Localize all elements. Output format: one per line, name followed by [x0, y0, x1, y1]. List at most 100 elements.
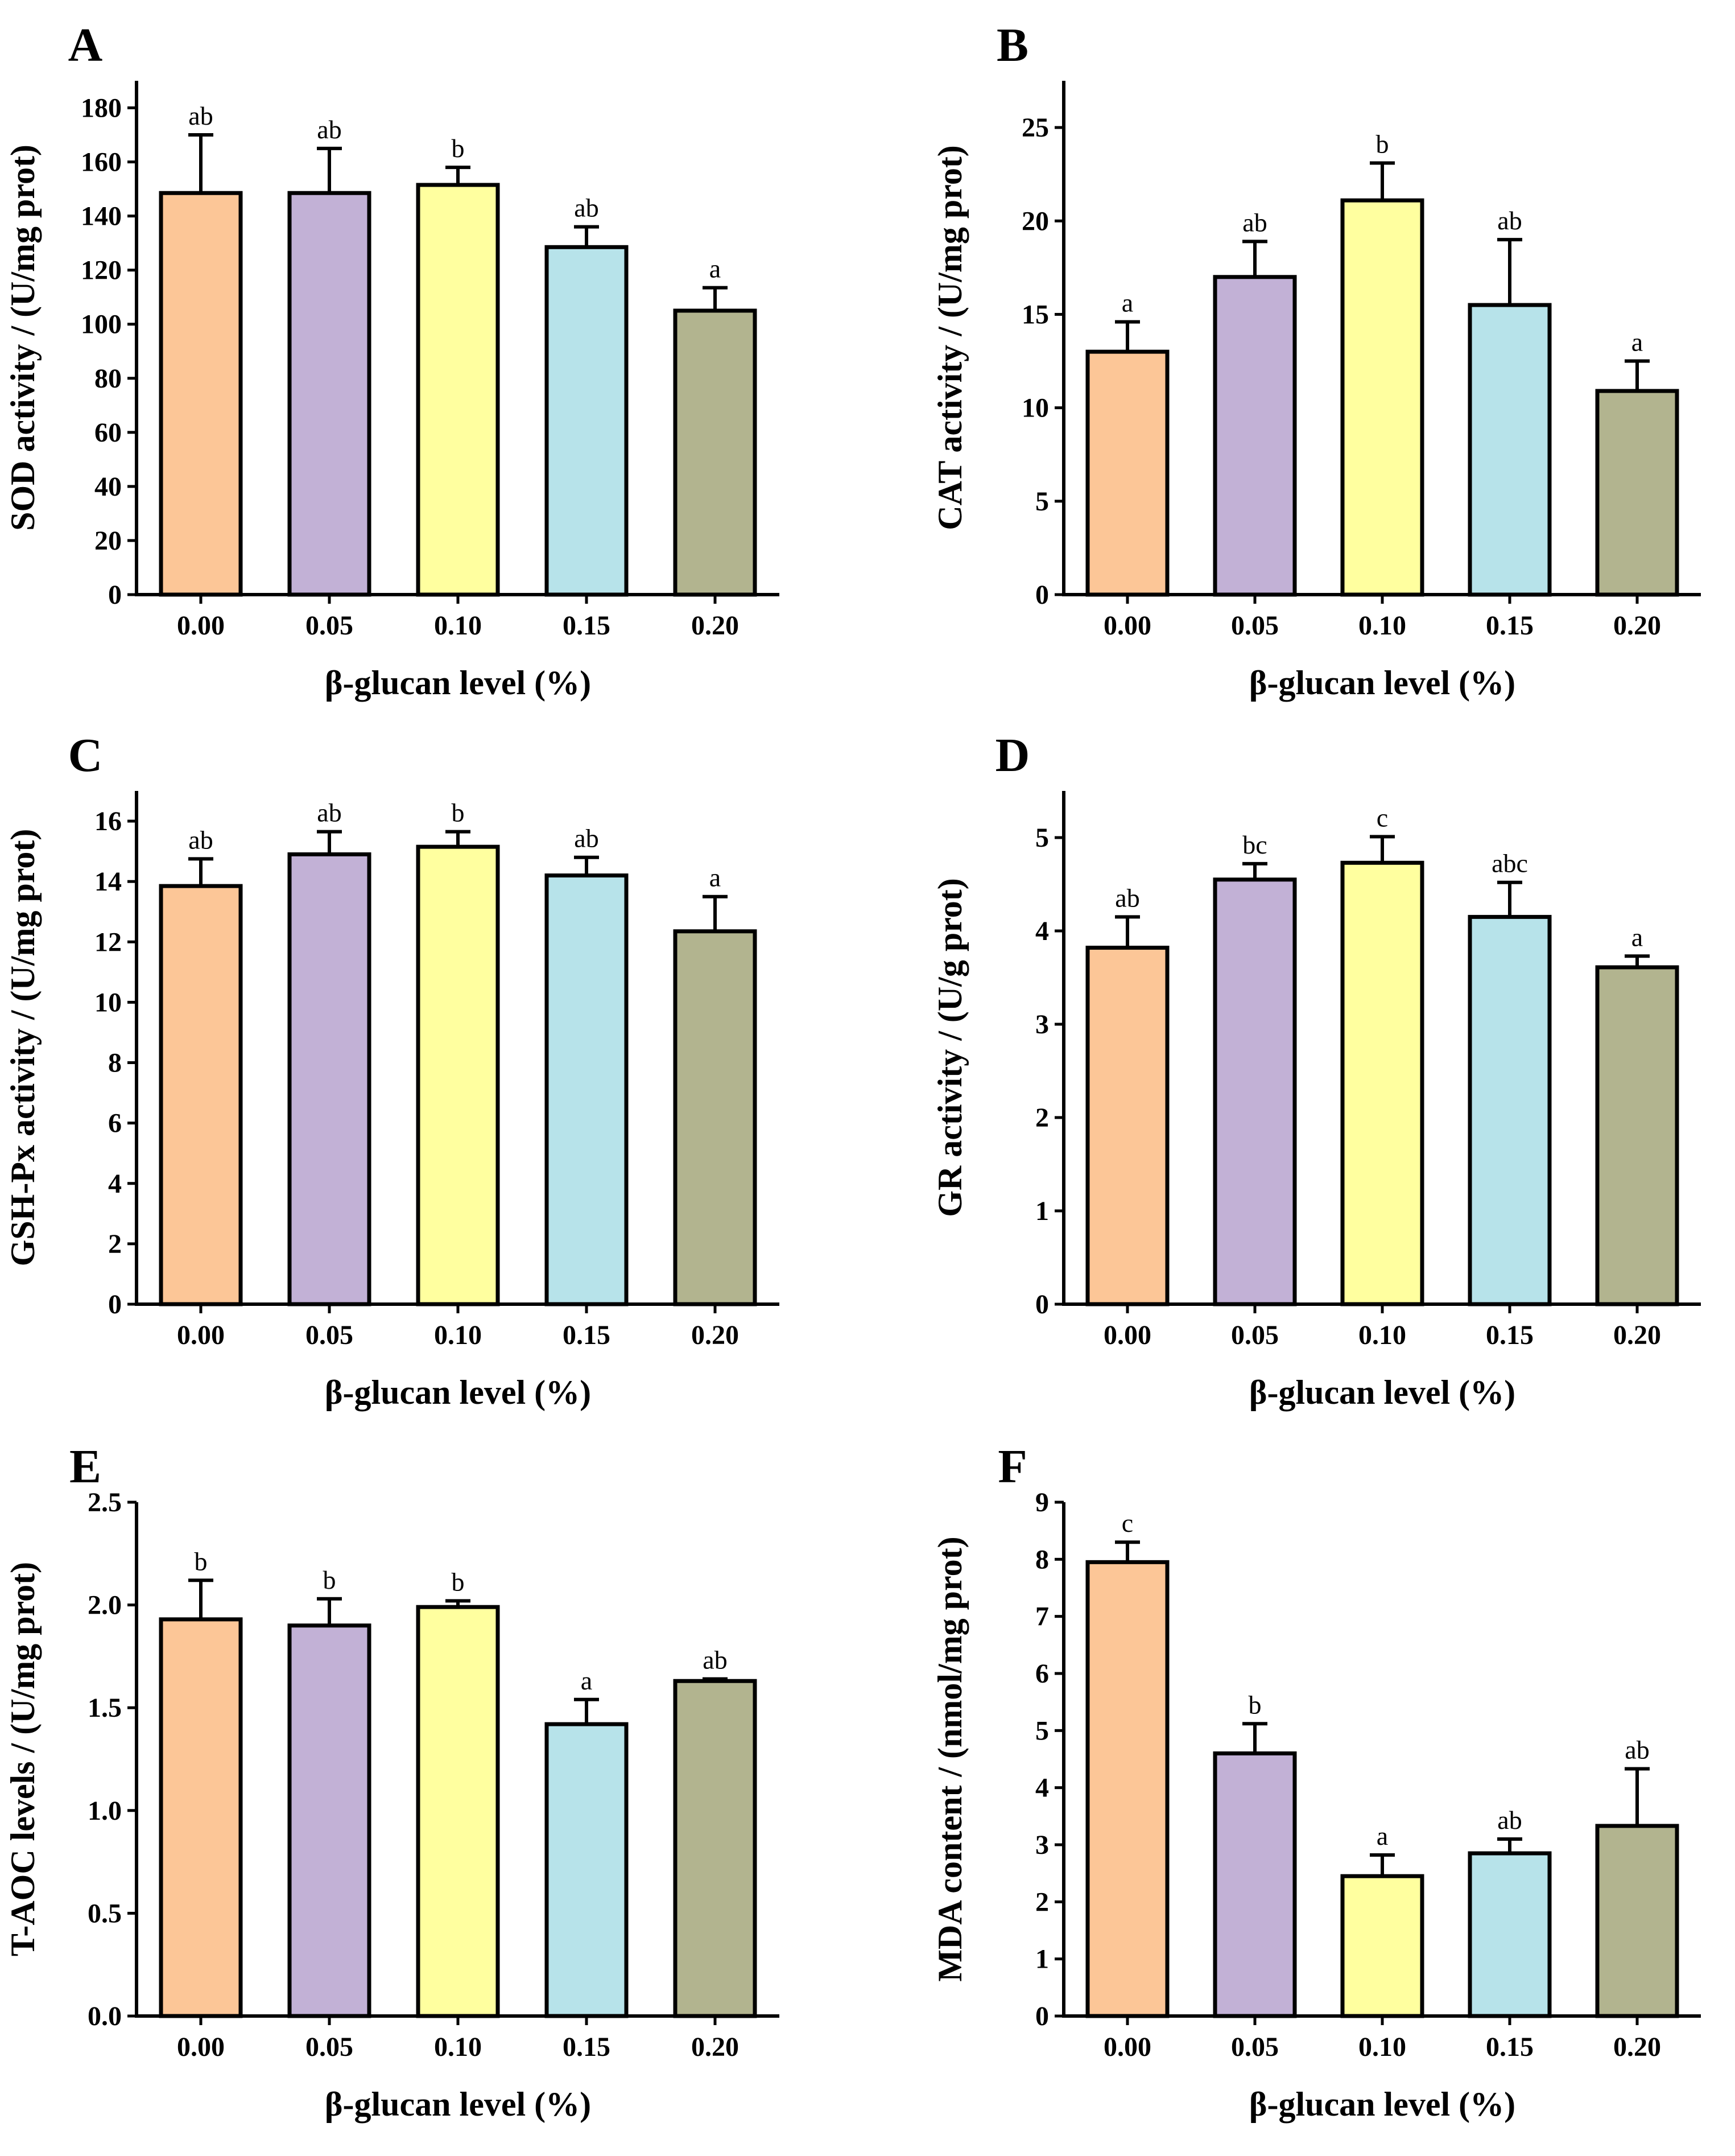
y-tick-label: 14 — [94, 867, 122, 897]
x-tick-label: 0.20 — [1613, 611, 1661, 641]
y-tick-label: 20 — [1022, 206, 1049, 236]
x-tick-label: 0.10 — [434, 1320, 482, 1350]
y-tick-label: 100 — [81, 310, 122, 340]
x-tick-label: 0.15 — [563, 2032, 610, 2062]
panel-letter: F — [998, 1440, 1027, 1493]
y-axis-label: SOD activity / (U/mg prot) — [4, 145, 42, 531]
y-tick-label: 0 — [1035, 580, 1049, 610]
x-tick-label: 0.00 — [177, 2032, 225, 2062]
bar — [159, 191, 243, 597]
bar — [416, 183, 500, 597]
x-tick-label: 0.00 — [1104, 1320, 1151, 1350]
bar — [1213, 1751, 1297, 2018]
y-tick-label: 8 — [1035, 1544, 1049, 1574]
y-tick-label: 10 — [1022, 393, 1049, 423]
bar — [159, 884, 243, 1306]
chart-panel-a: Aab ab b ab a 0 20 40 60 80 100 120 140 160 180 0.00 0.0… — [4, 19, 779, 702]
x-tick-label: 0.20 — [691, 611, 739, 641]
significance-label: ab — [317, 115, 341, 144]
y-tick-label: 5 — [1035, 1716, 1049, 1746]
y-axis-label: GR activity / (U/g prot) — [931, 878, 969, 1217]
x-axis-label: β-glucan level (%) — [1249, 664, 1515, 702]
x-axis-label: β-glucan level (%) — [1249, 2085, 1515, 2123]
x-axis-label: β-glucan level (%) — [325, 664, 591, 702]
panel-letter: D — [995, 729, 1030, 782]
significance-label: b — [452, 1567, 465, 1596]
y-tick-label: 6 — [1035, 1659, 1049, 1689]
y-tick-label: 3 — [1035, 1830, 1049, 1860]
chart-panel-c: Cab ab b ab a 0 2 4 6 8 10 12 14 16 0.00 0.05 0.10 0.15 0.… — [4, 729, 779, 1411]
x-tick-label: 0.05 — [305, 2032, 353, 2062]
x-tick-label: 0.10 — [434, 611, 482, 641]
y-tick-label: 0 — [108, 580, 122, 610]
x-tick-label: 0.15 — [563, 1320, 610, 1350]
x-tick-label: 0.00 — [177, 611, 225, 641]
significance-label: b — [1249, 1690, 1262, 1719]
significance-label: b — [1376, 129, 1389, 158]
y-tick-label: 1.0 — [88, 1796, 122, 1826]
y-tick-label: 16 — [94, 806, 122, 836]
significance-label: ab — [574, 824, 598, 853]
bar — [287, 191, 371, 597]
y-tick-label: 10 — [94, 987, 122, 1017]
x-tick-label: 0.20 — [1613, 1320, 1661, 1350]
y-tick-label: 20 — [94, 526, 122, 556]
y-tick-label: 180 — [81, 93, 122, 123]
x-tick-label: 0.15 — [1486, 1320, 1534, 1350]
x-tick-label: 0.00 — [177, 1320, 225, 1350]
y-tick-label: 0.5 — [88, 1898, 122, 1928]
x-tick-label: 0.05 — [1231, 2032, 1279, 2062]
significance-label: c — [1122, 1508, 1133, 1537]
x-tick-label: 0.15 — [1486, 611, 1534, 641]
x-tick-label: 0.10 — [434, 2032, 482, 2062]
y-tick-label: 5 — [1035, 487, 1049, 517]
bar — [1340, 1874, 1424, 2018]
y-tick-label: 2 — [1035, 1103, 1049, 1133]
bar — [1213, 275, 1297, 597]
y-axis-label: CAT activity / (U/mg prot) — [931, 145, 969, 530]
y-tick-label: 9 — [1035, 1487, 1049, 1518]
bar — [1085, 1560, 1170, 2018]
y-tick-label: 2.0 — [88, 1590, 122, 1621]
y-tick-label: 4 — [1035, 916, 1049, 946]
significance-label: ab — [574, 193, 598, 222]
x-tick-label: 0.00 — [1104, 2032, 1151, 2062]
chart-panel-d: Dab bc c abc a 0 1 2 3 4 5 0.00 0.05 0.10 0.15 0.20 β-gl… — [931, 729, 1701, 1411]
y-tick-label: 160 — [81, 147, 122, 178]
bar — [287, 852, 371, 1306]
y-tick-label: 8 — [108, 1048, 122, 1078]
significance-label: ab — [703, 1646, 727, 1675]
x-tick-label: 0.10 — [1358, 1320, 1406, 1350]
chart-panel-e: Eb b b a ab 0.0 0.5 1.0 1.5 2.0 2.5 0.00 0.05 0.10 0.1… — [4, 1440, 779, 2123]
bar — [1085, 946, 1170, 1306]
y-tick-label: 0 — [1035, 2001, 1049, 2031]
bar — [159, 1617, 243, 2018]
significance-label: a — [709, 863, 721, 892]
y-tick-label: 25 — [1022, 113, 1049, 143]
y-tick-label: 80 — [94, 364, 122, 394]
x-tick-label: 0.15 — [563, 611, 610, 641]
y-tick-label: 40 — [94, 472, 122, 502]
x-axis-label: β-glucan level (%) — [325, 1374, 591, 1411]
bar — [287, 1623, 371, 2018]
y-tick-label: 0 — [108, 1289, 122, 1320]
bar — [544, 873, 629, 1306]
bar — [1468, 1851, 1552, 2018]
significance-label: ab — [317, 798, 341, 827]
y-tick-label: 2 — [1035, 1887, 1049, 1917]
x-tick-label: 0.05 — [305, 1320, 353, 1350]
y-tick-label: 120 — [81, 255, 122, 286]
bar — [1595, 1824, 1679, 2018]
x-tick-label: 0.15 — [1486, 2032, 1534, 2062]
x-tick-label: 0.20 — [691, 1320, 739, 1350]
y-tick-label: 5 — [1035, 823, 1049, 853]
panel-letter: E — [69, 1440, 101, 1493]
significance-label: a — [581, 1666, 592, 1695]
x-tick-label: 0.10 — [1358, 611, 1406, 641]
significance-label: bc — [1242, 830, 1267, 859]
significance-label: c — [1377, 803, 1388, 832]
bar — [416, 1605, 500, 2018]
y-tick-label: 0.0 — [88, 2001, 122, 2031]
bar — [544, 245, 629, 597]
significance-label: ab — [1242, 208, 1267, 237]
